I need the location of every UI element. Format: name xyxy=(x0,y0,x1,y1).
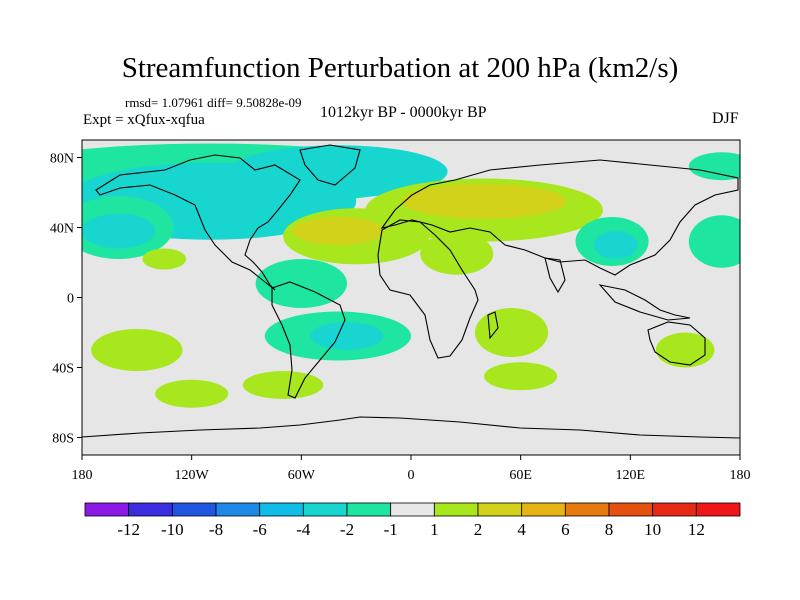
lat-tick-label: 80S xyxy=(52,432,74,447)
contour-region xyxy=(310,322,384,350)
lat-tick-label: 40S xyxy=(52,362,74,377)
colorbar-label: 1 xyxy=(430,520,439,539)
colorbar-label: -8 xyxy=(209,520,223,539)
lon-tick-label: 120W xyxy=(175,468,210,483)
colorbar-label: -6 xyxy=(253,520,267,539)
colorbar-swatch xyxy=(608,502,654,517)
contour-region xyxy=(484,362,558,391)
lon-tick-label: 0 xyxy=(408,468,415,483)
lon-tick-label: 60W xyxy=(288,468,316,483)
experiment-label: Expt = xQfux-xqfua xyxy=(83,112,205,128)
colorbar-label: 4 xyxy=(517,520,526,539)
stats-text: rmsd= 1.07961 diff= 9.50828e-09 xyxy=(125,95,302,110)
colorbar-label: 8 xyxy=(605,520,614,539)
contour-region xyxy=(242,371,324,399)
colorbar-label: -10 xyxy=(161,520,184,539)
coastline-india xyxy=(544,257,566,294)
contour-region xyxy=(688,215,740,268)
colorbar-label: -12 xyxy=(117,520,140,539)
contour-region xyxy=(255,259,348,308)
map-panel: 80N 40N 0 40S 80S 180 120W 60W 0 60E 120E 180 xyxy=(50,139,751,484)
colorbar-label: -4 xyxy=(296,520,311,539)
contour-region xyxy=(292,217,384,245)
contour-region xyxy=(420,232,494,275)
lon-tick-label: 120E xyxy=(616,468,646,483)
colorbar-label: -2 xyxy=(340,520,354,539)
colorbar-swatch xyxy=(128,502,173,517)
colorbar-label: 2 xyxy=(474,520,483,539)
lat-tick-label: 80N xyxy=(50,152,74,167)
period-label: 1012kyr BP - 0000kyr BP xyxy=(320,104,487,121)
coastlines xyxy=(82,144,740,439)
lon-tick-label: 60E xyxy=(509,468,532,483)
coastline-africa xyxy=(377,219,479,359)
coastline-north-america xyxy=(95,154,301,291)
map-axes: 80N 40N 0 40S 80S 180 120W 60W 0 60E 120E 180 xyxy=(50,152,751,484)
season-label: DJF xyxy=(712,110,739,127)
coastline-antarctica xyxy=(82,416,740,439)
contour-region xyxy=(655,332,715,368)
contour-region xyxy=(142,248,187,270)
colorbar-swatch xyxy=(652,502,697,517)
coastline-madagascar xyxy=(487,311,499,340)
colorbar-swatch xyxy=(433,502,479,517)
coastline-australia xyxy=(647,321,706,366)
colorbar-swatch xyxy=(171,502,217,517)
contour-region xyxy=(474,308,549,357)
colorbar-swatch xyxy=(259,502,304,517)
colorbar-swatch xyxy=(564,502,610,517)
contour-region xyxy=(91,329,183,371)
contour-region xyxy=(228,145,448,198)
figure-title: Streamfunction Perturbation at 200 hPa (… xyxy=(121,52,679,84)
contour-fills xyxy=(82,143,740,408)
contour-region xyxy=(688,152,740,181)
coastline-maritime-asia xyxy=(598,284,691,321)
contour-region xyxy=(593,231,638,259)
coastline-south-america xyxy=(271,281,346,399)
contour-region xyxy=(82,213,156,249)
coastline-eurasia xyxy=(380,159,739,276)
lat-tick-label: 0 xyxy=(67,292,74,307)
colorbar-swatch xyxy=(695,502,741,517)
colorbar-swatch xyxy=(84,502,130,517)
colorbar-swatch xyxy=(215,502,261,517)
colorbar-label: 6 xyxy=(561,520,570,539)
lat-tick-label: 40N xyxy=(50,222,74,237)
coastline-greenland xyxy=(299,144,361,186)
colorbar-label: -1 xyxy=(384,520,398,539)
colorbar-swatch xyxy=(521,502,566,517)
contour-region xyxy=(155,379,229,408)
colorbar-swatch xyxy=(302,502,348,517)
colorbar-swatch xyxy=(390,502,435,517)
colorbar-swatch xyxy=(346,502,392,517)
colorbar-swatch xyxy=(477,502,523,517)
contour-region xyxy=(401,183,567,219)
colorbar-label: 12 xyxy=(688,520,705,539)
colorbar-label: 10 xyxy=(644,520,661,539)
lon-tick-label: 180 xyxy=(72,468,93,483)
colorbar: -12 -10 -8 -6 -4 -2 -1 1 2 4 6 8 10 12 xyxy=(84,502,741,539)
lon-tick-label: 180 xyxy=(730,468,751,483)
